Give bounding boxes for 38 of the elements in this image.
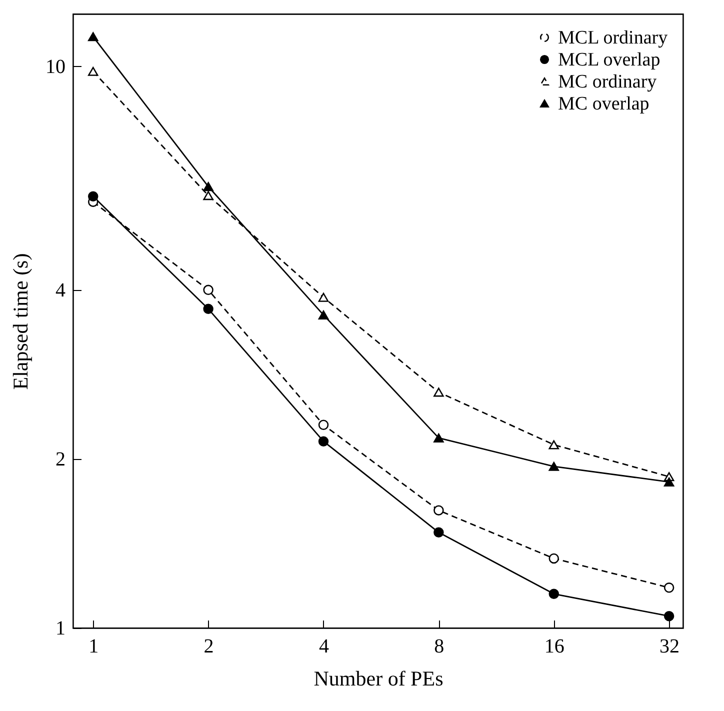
point bbox=[88, 66, 98, 76]
point bbox=[318, 310, 329, 320]
point bbox=[88, 32, 98, 42]
point bbox=[664, 582, 674, 593]
x-tick-label: 16 bbox=[544, 636, 564, 658]
legend-label: MCL overlap bbox=[558, 50, 660, 70]
point bbox=[548, 553, 559, 564]
y-tick-label: 1 bbox=[56, 618, 66, 640]
x-tick-label: 1 bbox=[88, 636, 99, 658]
point bbox=[434, 505, 444, 516]
y-tick-label: 4 bbox=[56, 279, 66, 302]
x-tick-label: 32 bbox=[660, 636, 680, 658]
y-tick-label: 2 bbox=[56, 448, 66, 470]
point bbox=[548, 588, 559, 600]
point bbox=[434, 388, 444, 397]
point bbox=[434, 433, 444, 442]
point bbox=[88, 191, 98, 202]
point bbox=[318, 436, 329, 446]
x-tick-label: 4 bbox=[318, 636, 329, 658]
point bbox=[203, 304, 214, 314]
point bbox=[318, 292, 329, 302]
legend-label: MC overlap bbox=[558, 94, 650, 114]
x-tick-label: 8 bbox=[434, 636, 444, 658]
point bbox=[664, 610, 674, 622]
point bbox=[548, 440, 559, 450]
legend-label: MC ordinary bbox=[558, 72, 658, 92]
point bbox=[548, 462, 559, 471]
point bbox=[203, 182, 214, 192]
x-tick-label: 2 bbox=[204, 636, 214, 658]
y-axis-title: Elapsed time (s) bbox=[8, 253, 32, 390]
point bbox=[203, 191, 214, 200]
point bbox=[434, 527, 444, 538]
point bbox=[203, 284, 214, 296]
point bbox=[318, 420, 329, 430]
x-axis-title: Number of PEs bbox=[314, 666, 444, 690]
legend-label: MCL ordinary bbox=[558, 28, 668, 48]
point bbox=[664, 477, 674, 486]
y-tick-label: 10 bbox=[46, 56, 66, 78]
